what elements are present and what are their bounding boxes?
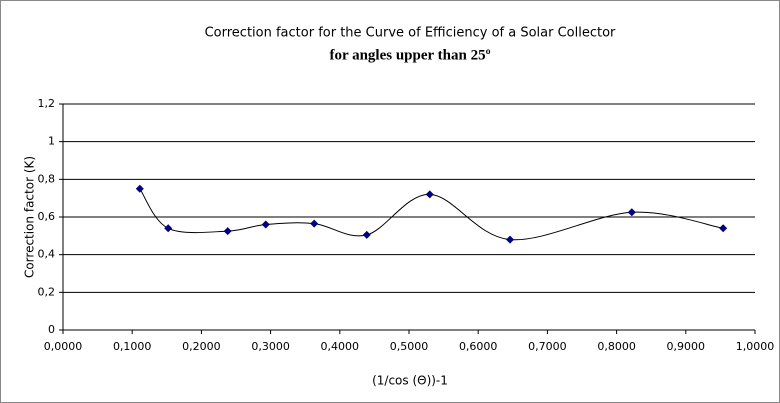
chart-subtitle: for angles upper than 25º [329,47,490,63]
y-tick-label: 1 [48,135,55,148]
x-tick-label: 0,0000 [44,340,83,353]
x-tick-label: 0,2000 [182,340,221,353]
point [261,220,270,229]
chart-title: Correction factor for the Curve of Effic… [205,26,616,41]
x-tick-label: 0,9000 [667,340,706,353]
point [627,208,636,217]
point [164,224,173,233]
point [719,224,728,233]
x-tick-label: 0,8000 [597,340,636,353]
x-tick-label: 0,5000 [390,340,429,353]
x-tick-label: 0,3000 [251,340,290,353]
x-tick-label: 0,6000 [459,340,498,353]
y-tick-label: 0,4 [38,248,56,261]
y-tick-label: 1,2 [38,97,56,110]
x-tick-label: 0,7000 [528,340,567,353]
y-tick-label: 0,6 [38,210,56,223]
point [362,230,371,239]
x-tick-label: 0,4000 [321,340,360,353]
x-tick-label: 1,0000 [736,340,775,353]
x-tick-label: 0,1000 [113,340,152,353]
y-tick-label: 0,2 [38,285,56,298]
point [135,184,144,193]
x-axis-label: (1/cos (Θ))-1 [372,374,448,388]
point [425,190,434,199]
point [223,227,232,236]
y-tick-label: 0,8 [38,172,56,185]
y-axis-label: Correction factor (K) [23,156,37,278]
point [506,235,515,244]
point [310,219,319,228]
y-tick-label: 0 [48,323,55,336]
